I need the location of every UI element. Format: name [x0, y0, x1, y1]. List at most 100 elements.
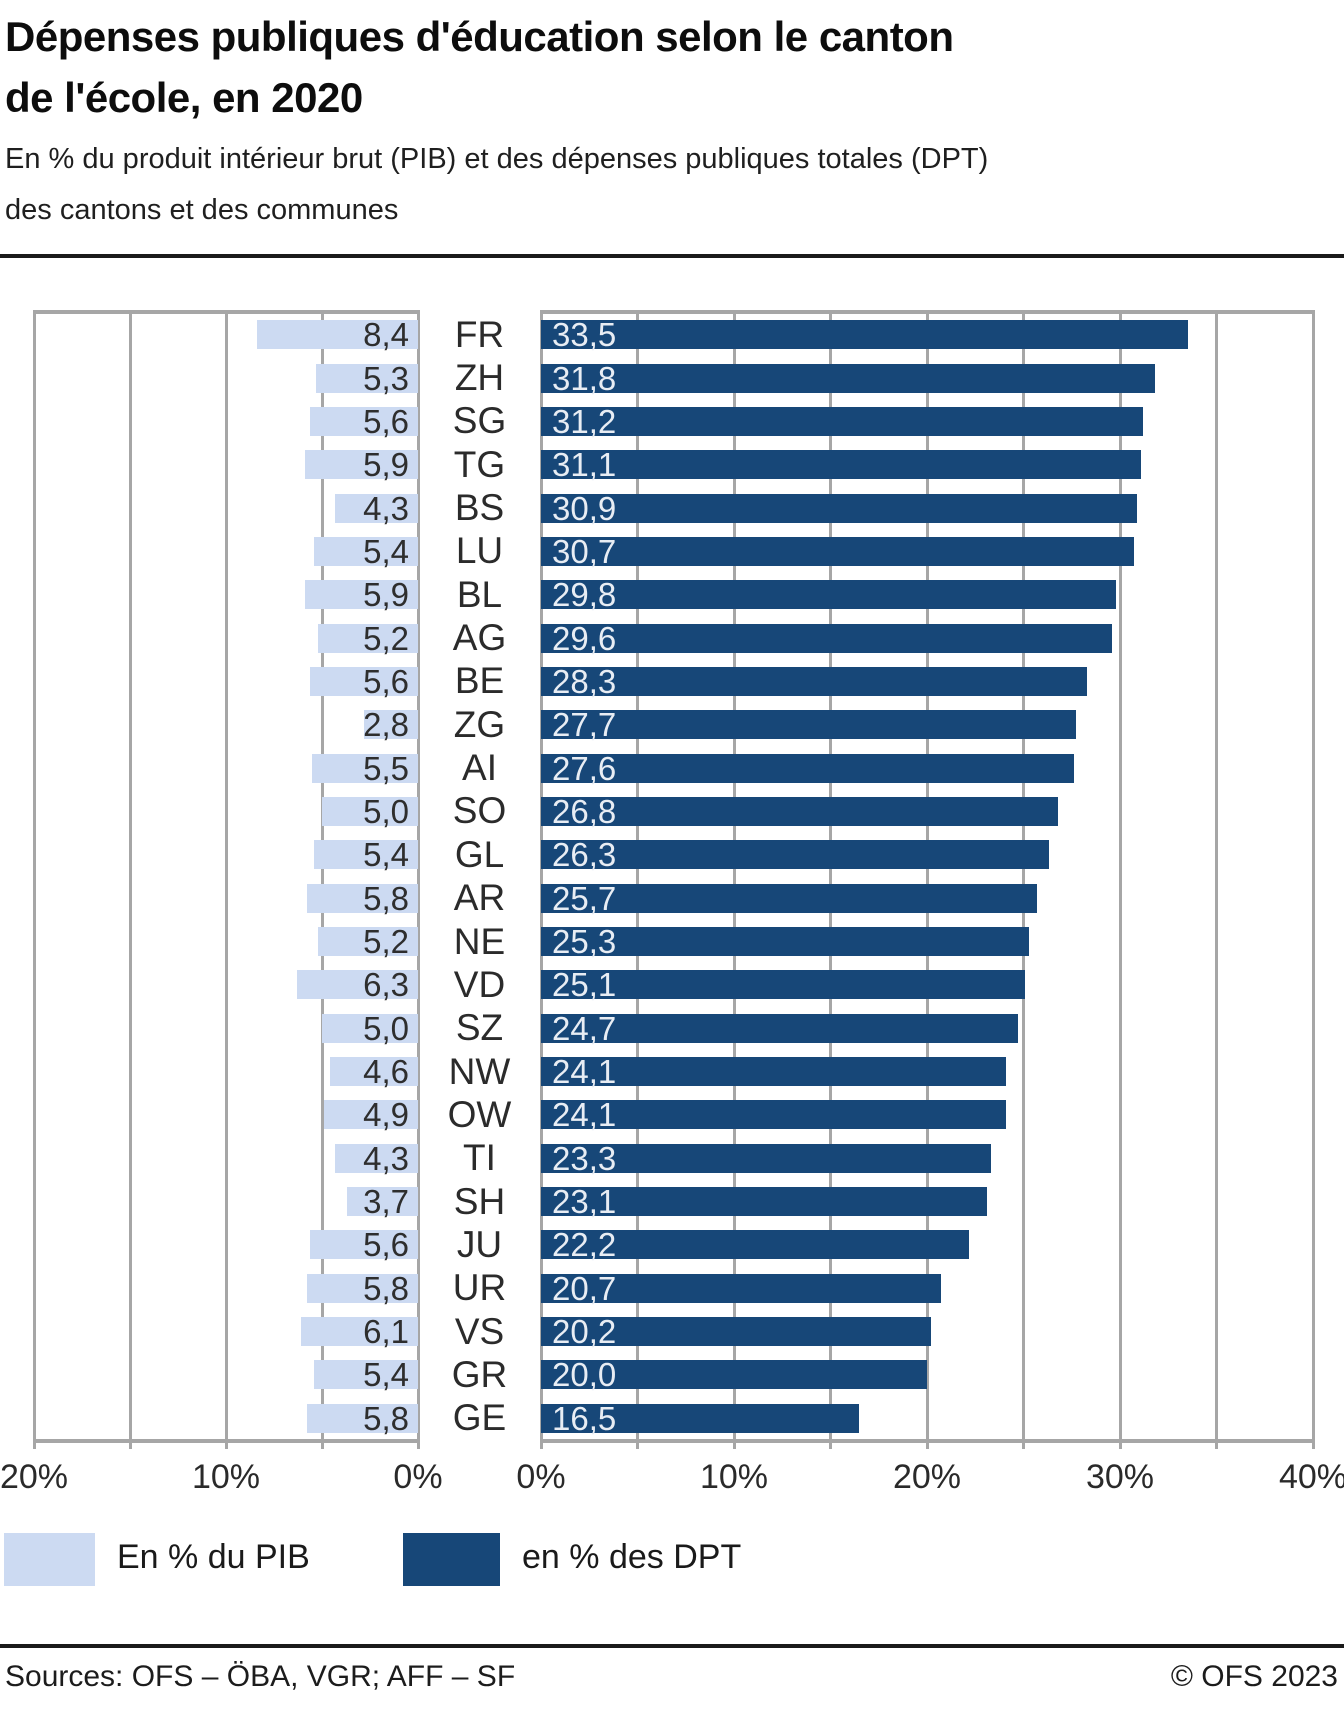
- pib-bar-value: 5,4: [363, 532, 409, 570]
- footer-divider: [0, 1644, 1344, 1648]
- dpt-bar: [541, 623, 1113, 653]
- dpt-bar: [541, 406, 1144, 436]
- pib-bar-value: 5,2: [363, 923, 409, 961]
- canton-label: GL: [454, 833, 505, 875]
- dpt-bar: [541, 1360, 927, 1390]
- dpt-bar: [541, 1230, 970, 1260]
- canton-label: UR: [452, 1267, 507, 1309]
- pib-bar-value: 5,0: [363, 792, 409, 830]
- dpt-gridline-40: [1311, 313, 1315, 1440]
- header-divider: [0, 254, 1344, 258]
- dpt-bar: [541, 710, 1076, 740]
- pib-bar: [335, 1143, 418, 1173]
- pib-bar-value: 5,0: [363, 1009, 409, 1047]
- dpt-bar-value: 33,5: [552, 316, 617, 354]
- pib-bar: [318, 623, 418, 653]
- sources-text: Sources: OFS – ÖBA, VGR; AFF – SF: [5, 1660, 516, 1693]
- pib-gridline-5: [320, 313, 324, 1440]
- pib-bar: [306, 883, 418, 913]
- pib-bar-value: 5,8: [363, 879, 409, 917]
- canton-label: SH: [453, 1180, 506, 1222]
- dpt-bar: [541, 1013, 1018, 1043]
- dpt-gridline-25-tick: [1022, 1440, 1025, 1449]
- dpt-gridline-30-tick: [1118, 1440, 1122, 1449]
- legend-swatch-pib: [4, 1533, 95, 1586]
- pib-bar: [300, 1317, 418, 1347]
- canton-label: NE: [453, 920, 506, 962]
- grouped-bar-chart: 8,4 FR 33,5 5,3 ZH 31,8 5,6 SG 31,2 5,9 TG 31,1 4,3 B…: [0, 310, 1344, 1496]
- canton-label: GE: [452, 1397, 507, 1439]
- dpt-bar: [541, 883, 1037, 913]
- dpt-gridline-0: [539, 313, 543, 1440]
- dpt-bar-value: 23,3: [552, 1139, 617, 1177]
- pib-bar: [314, 840, 418, 870]
- dpt-bar-value: 25,7: [552, 879, 617, 917]
- pib-bar: [323, 1100, 418, 1130]
- pib-gridline-20: [32, 313, 36, 1440]
- canton-label: GR: [451, 1353, 508, 1395]
- dpt-bar: [541, 1273, 941, 1303]
- canton-label: AR: [453, 877, 506, 919]
- pib-bar-value: 5,8: [363, 1269, 409, 1307]
- dpt-bar-value: 29,8: [552, 576, 617, 614]
- dpt-gridline-15: [829, 313, 832, 1440]
- pib-gridline-5-tick: [320, 1440, 324, 1449]
- pib-bar-value: 5,9: [363, 446, 409, 484]
- dpt-bar-value: 23,1: [552, 1183, 617, 1221]
- dpt-bar-value: 25,1: [552, 966, 617, 1004]
- dpt-bar: [541, 450, 1142, 480]
- canton-label: SZ: [455, 1007, 504, 1049]
- dpt-bar: [541, 796, 1059, 826]
- pib-bar: [306, 1273, 418, 1303]
- canton-label: BS: [454, 487, 505, 529]
- canton-label: BL: [456, 573, 503, 615]
- pib-gridline-15-tick: [128, 1440, 132, 1449]
- pib-bar: [335, 493, 418, 523]
- pib-bar: [314, 1360, 418, 1390]
- pib-bar: [310, 666, 418, 696]
- pib-bar-value: 5,5: [363, 749, 409, 787]
- dpt-bar: [541, 580, 1117, 610]
- pib-gridline-10-tick: [224, 1440, 228, 1449]
- pib-bar: [322, 1013, 418, 1043]
- dpt-gridline-20: [925, 313, 929, 1440]
- pib-bar-value: 5,9: [363, 576, 409, 614]
- pib-gridline-0-tick: [416, 1440, 420, 1449]
- pib-bar-value: 4,6: [363, 1053, 409, 1091]
- pib-gridline-20-tick: [32, 1440, 36, 1449]
- dpt-bar: [541, 840, 1049, 870]
- canton-label: ZG: [453, 703, 506, 745]
- dpt-gridline-40-tick: [1311, 1440, 1315, 1449]
- copyright-text: © OFS 2023: [1170, 1660, 1338, 1693]
- pib-bar: [310, 1230, 418, 1260]
- pib-bar: [318, 927, 418, 957]
- dpt-bar-value: 30,9: [552, 489, 617, 527]
- pib-bar: [364, 710, 418, 740]
- dpt-bar-value: 31,1: [552, 446, 617, 484]
- legend-swatch-dpt: [403, 1533, 500, 1586]
- page-title-line2: de l'école, en 2020: [5, 74, 363, 121]
- dpt-gridline-5: [636, 313, 639, 1440]
- pib-bar-value: 4,3: [363, 489, 409, 527]
- dpt-gridline-5-tick: [636, 1440, 639, 1449]
- dpt-bar-value: 27,6: [552, 749, 617, 787]
- canton-label: BE: [454, 660, 505, 702]
- dpt-axis-label: 0%: [516, 1458, 566, 1496]
- dpt-bar-value: 30,7: [552, 532, 617, 570]
- dpt-bar-value: 20,0: [552, 1356, 617, 1394]
- pib-bar: [304, 450, 418, 480]
- dpt-axis-label: 30%: [1085, 1458, 1155, 1496]
- dpt-gridline-25: [1022, 313, 1025, 1440]
- dpt-gridline-0-tick: [539, 1440, 543, 1449]
- dpt-bar-value: 20,2: [552, 1313, 617, 1351]
- pib-plot-top-border: [32, 310, 420, 314]
- dpt-bar-value: 16,5: [552, 1399, 617, 1437]
- dpt-gridline-10: [732, 313, 736, 1440]
- canton-label: ZH: [454, 357, 505, 399]
- dpt-gridline-10-tick: [732, 1440, 736, 1449]
- dpt-bar-value: 24,1: [552, 1053, 617, 1091]
- pib-gridline-0: [416, 313, 420, 1440]
- pib-bar-value: 6,1: [363, 1313, 409, 1351]
- pib-gridline-10: [224, 313, 228, 1440]
- dpt-bar: [541, 1100, 1007, 1130]
